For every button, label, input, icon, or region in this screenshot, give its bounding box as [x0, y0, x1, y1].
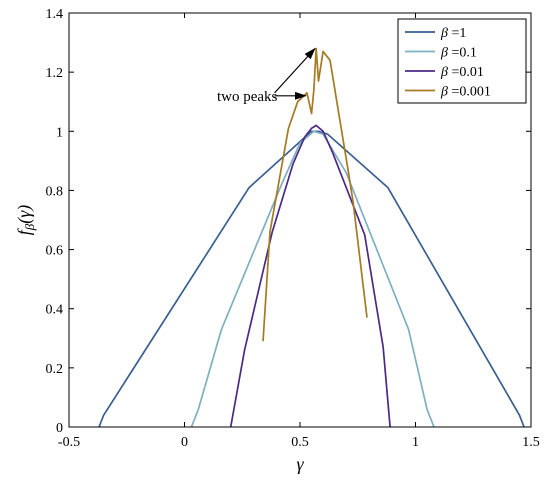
legend-label-3: β =0.001 [440, 85, 491, 100]
y-axis-label-f: f [14, 227, 34, 235]
legend-var: β [440, 65, 448, 80]
legend-value: =0.1 [448, 46, 477, 61]
series-line-2 [229, 124, 391, 428]
y-axis-label-subscript: β [22, 223, 37, 231]
x-tick-label: 1 [412, 435, 419, 450]
y-tick-label: 0 [56, 421, 63, 436]
x-axis-label: γ [296, 454, 304, 474]
y-tick-label: 0.8 [46, 184, 64, 199]
legend: β =1β =0.1β =0.01β =0.001 [397, 18, 527, 104]
legend-var: β [440, 85, 448, 100]
x-tick-label: -0.5 [58, 435, 80, 450]
x-tick-label: 1.5 [522, 435, 540, 450]
legend-value: =1 [448, 26, 466, 41]
legend-label-1: β =0.1 [440, 46, 477, 61]
series-layer [98, 47, 525, 428]
y-tick-label: 0.2 [46, 362, 64, 377]
ticks-layer: -0.5 0 0.5 1 1.500.20.40.60.811.21.4 [46, 7, 540, 450]
y-tick-label: 0.4 [46, 303, 64, 318]
legend-label-0: β =1 [440, 26, 466, 41]
annotation-two-peaks: two peaks [217, 89, 278, 105]
legend-value: =0.001 [448, 85, 491, 100]
series-line-3 [262, 47, 368, 342]
y-tick-label: 0.6 [46, 244, 64, 259]
x-tick-label: 0 [181, 435, 188, 450]
legend-var: β [440, 46, 448, 61]
y-axis-label: fβ(γ) [14, 205, 37, 236]
legend-box [397, 18, 527, 104]
y-tick-label: 1.4 [46, 7, 64, 22]
legend-value: =0.01 [448, 65, 484, 80]
series-line-0 [98, 130, 525, 428]
y-axis-label-arg: (γ) [14, 205, 35, 224]
annotation-layer: two peaks [217, 47, 316, 105]
series-line-1 [190, 130, 435, 428]
y-tick-label: 1 [56, 125, 63, 140]
annotation-arrow-0 [274, 47, 316, 94]
x-tick-label: 0.5 [291, 435, 309, 450]
legend-label-2: β =0.01 [440, 65, 484, 80]
y-tick-label: 1.2 [46, 66, 64, 81]
legend-var: β [440, 26, 448, 41]
